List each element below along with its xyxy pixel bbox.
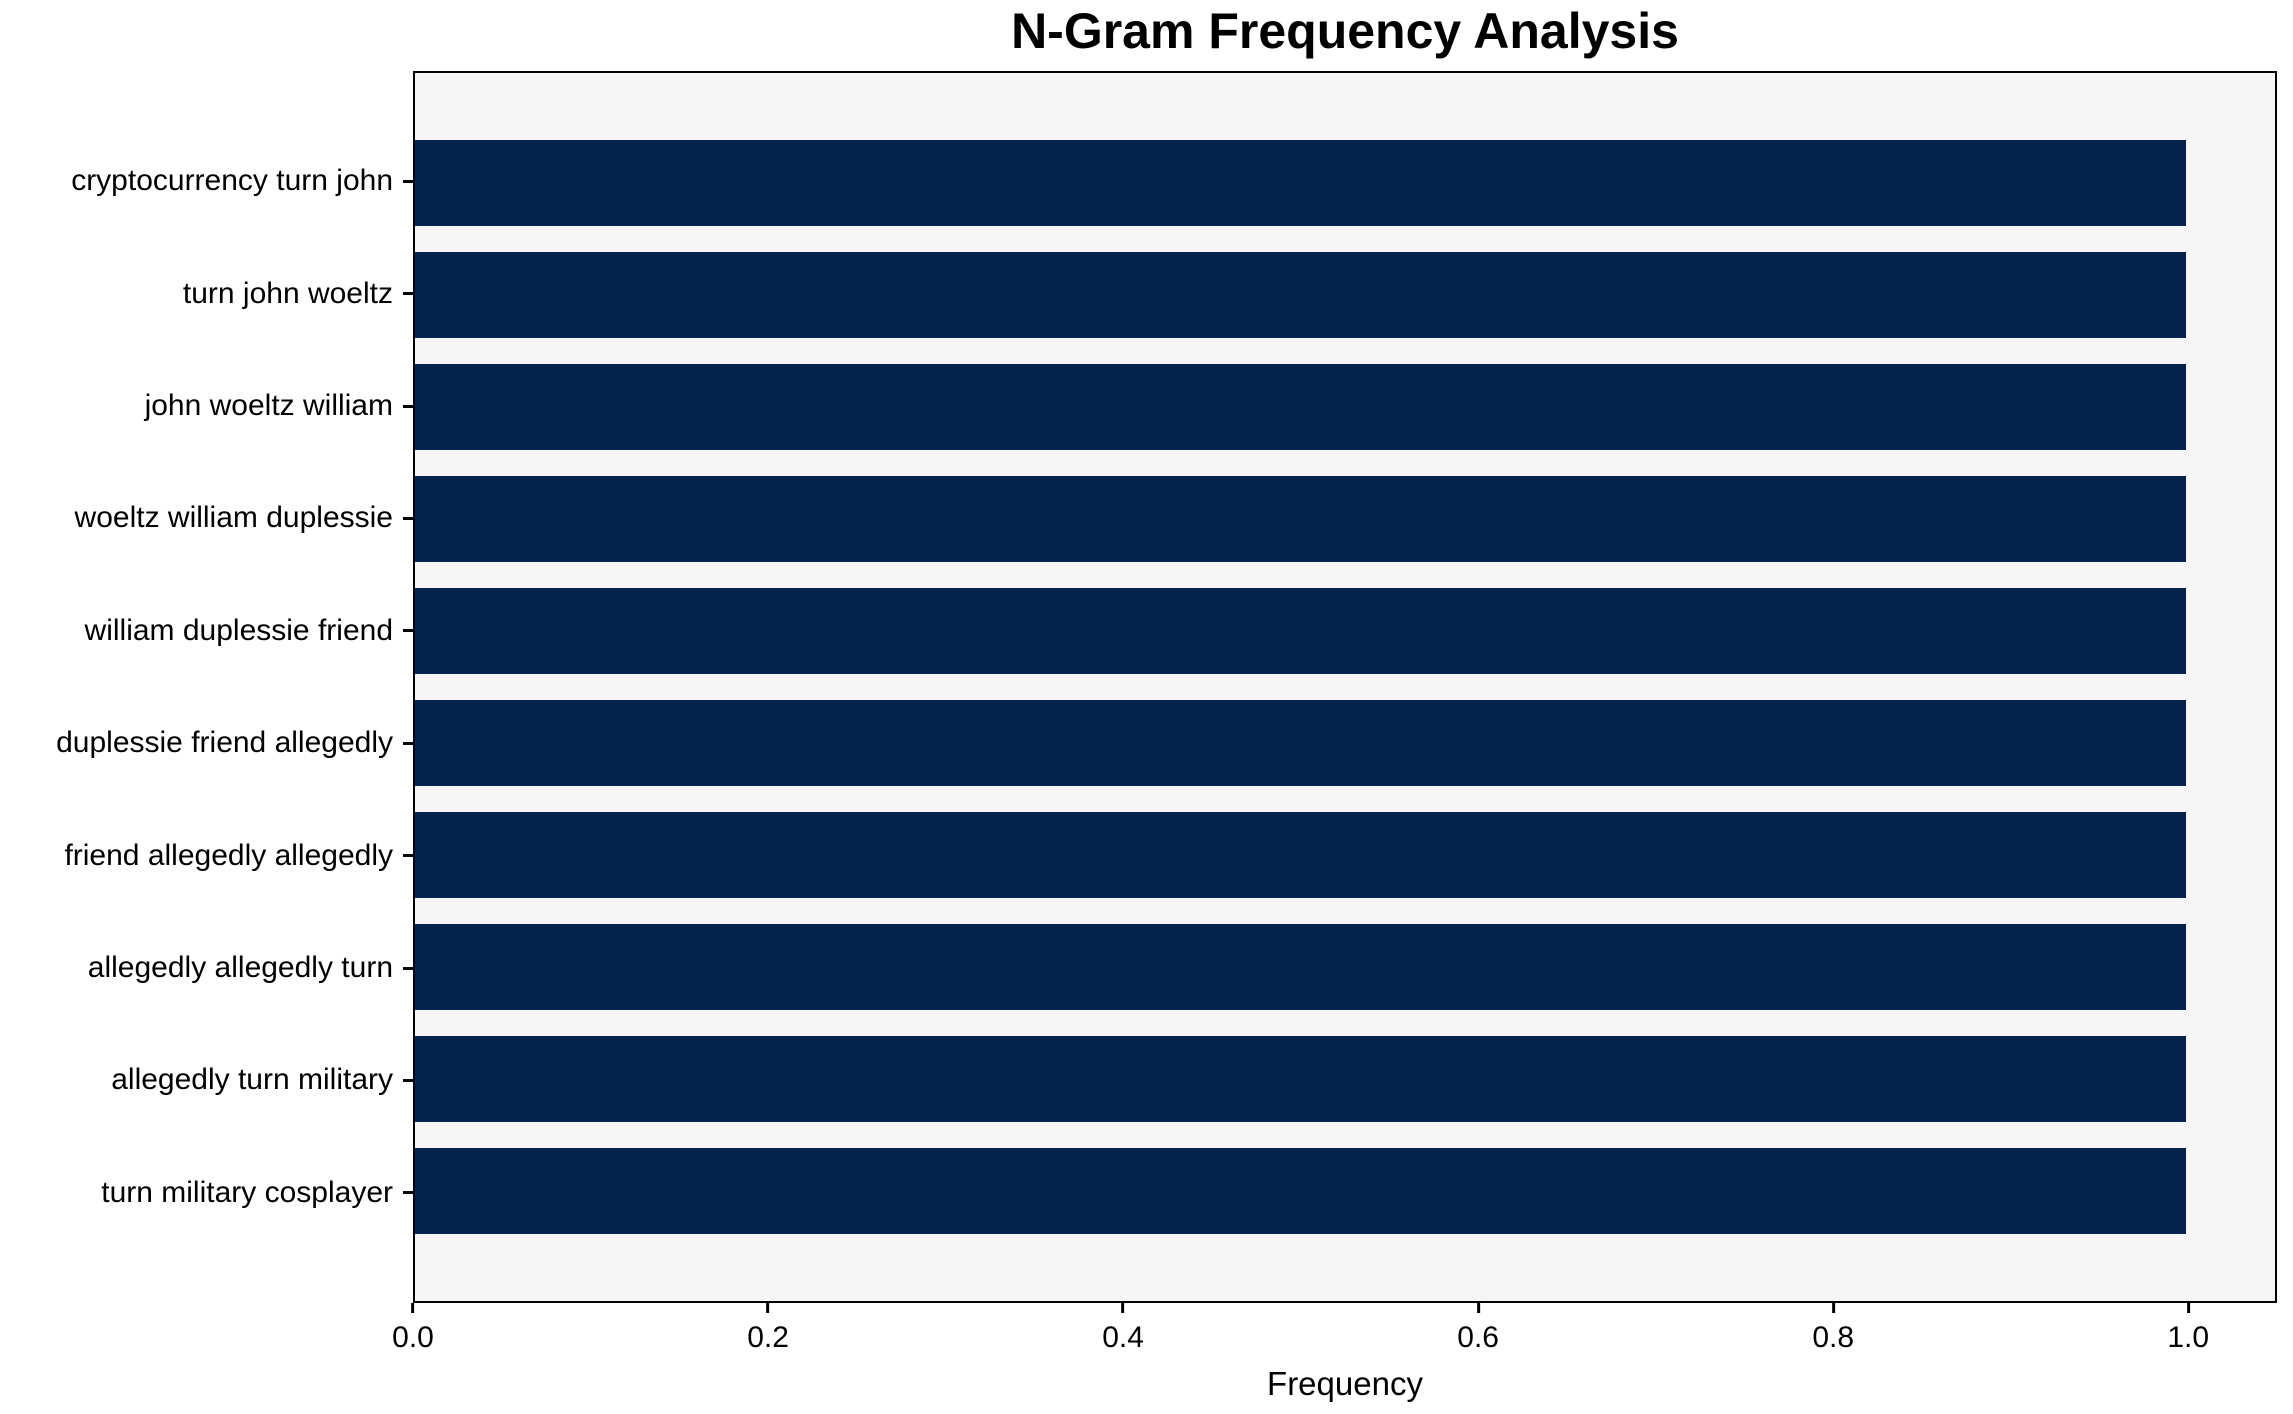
x-tick-mark — [1831, 1303, 1835, 1313]
y-tick-label: allegedly turn military — [111, 1063, 393, 1097]
y-tick-mark — [403, 292, 413, 296]
y-tick-label: john woeltz william — [144, 389, 393, 423]
y-tick-label: william duplessie friend — [84, 613, 393, 647]
y-tick-row: turn john woeltz — [0, 237, 413, 349]
bar — [415, 364, 2187, 450]
bars-container — [415, 73, 2275, 1301]
y-tick-row: allegedly turn military — [0, 1024, 413, 1136]
bar — [415, 252, 2187, 338]
x-tick-mark — [411, 1303, 415, 1313]
x-tick-label: 0.6 — [1457, 1321, 1499, 1354]
x-tick: 1.0 — [2167, 1303, 2209, 1355]
x-tick-mark — [766, 1303, 770, 1313]
chart-title: N-Gram Frequency Analysis — [1011, 3, 1679, 59]
y-tick-label: cryptocurrency turn john — [71, 164, 393, 198]
y-axis-labels: cryptocurrency turn john turn john woeltz… — [0, 71, 413, 1303]
y-tick-label: friend allegedly allegedly — [64, 838, 393, 872]
x-tick: 0.4 — [1102, 1303, 1144, 1355]
bar-row — [415, 687, 2275, 799]
bar-row — [415, 911, 2275, 1023]
bar-row — [415, 239, 2275, 351]
x-axis-title: Frequency — [1267, 1365, 1423, 1402]
y-tick-mark — [403, 854, 413, 858]
x-tick-label: 0.0 — [392, 1321, 434, 1354]
bar — [415, 1148, 2187, 1234]
y-tick-row: woeltz william duplessie — [0, 462, 413, 574]
bar-row — [415, 1135, 2275, 1247]
y-tick-row: allegedly allegedly turn — [0, 912, 413, 1024]
bar-row — [415, 463, 2275, 575]
y-tick-mark — [403, 629, 413, 633]
y-tick-row: cryptocurrency turn john — [0, 125, 413, 237]
bar — [415, 476, 2187, 562]
x-tick-label: 0.8 — [1812, 1321, 1855, 1354]
y-tick-mark — [403, 741, 413, 745]
y-tick-row: john woeltz william — [0, 350, 413, 462]
bar-row — [415, 1023, 2275, 1135]
y-tick-row: friend allegedly allegedly — [0, 799, 413, 911]
y-tick-label: turn military cosplayer — [101, 1175, 393, 1209]
y-tick-mark — [403, 1078, 413, 1082]
x-tick-mark — [1121, 1303, 1125, 1313]
bar — [415, 588, 2187, 674]
y-tick-mark — [403, 516, 413, 520]
x-tick-mark — [1476, 1303, 1480, 1313]
x-tick: 0.2 — [747, 1303, 789, 1355]
y-tick-row: turn military cosplayer — [0, 1137, 413, 1249]
x-tick: 0.8 — [1812, 1303, 1854, 1355]
x-tick: 0.0 — [392, 1303, 434, 1355]
y-tick-mark — [403, 179, 413, 183]
x-axis-ticks: 0.0 0.2 0.4 0.6 0.8 1.0 — [392, 1303, 2277, 1373]
bar — [415, 812, 2187, 898]
x-tick-label: 0.4 — [1102, 1321, 1144, 1354]
bar-row — [415, 127, 2275, 239]
bar-row — [415, 575, 2275, 687]
y-tick-row: duplessie friend allegedly — [0, 687, 413, 799]
bar — [415, 700, 2187, 786]
bar — [415, 1036, 2187, 1122]
y-tick-label: woeltz william duplessie — [74, 501, 393, 535]
y-tick-label: duplessie friend allegedly — [56, 726, 393, 760]
bar-row — [415, 799, 2275, 911]
plot-area — [413, 71, 2277, 1303]
x-tick-label: 1.0 — [2167, 1321, 2210, 1354]
y-tick-label: allegedly allegedly turn — [87, 951, 393, 985]
y-tick-mark — [403, 404, 413, 408]
y-tick-row: william duplessie friend — [0, 575, 413, 687]
bar — [415, 140, 2187, 226]
y-tick-label: turn john woeltz — [182, 276, 393, 310]
y-tick-mark — [403, 966, 413, 970]
y-tick-mark — [403, 1191, 413, 1195]
bar — [415, 924, 2187, 1010]
x-tick: 0.6 — [1457, 1303, 1499, 1355]
x-tick-label: 0.2 — [747, 1321, 789, 1354]
bar-row — [415, 351, 2275, 463]
x-tick-mark — [2186, 1303, 2190, 1313]
